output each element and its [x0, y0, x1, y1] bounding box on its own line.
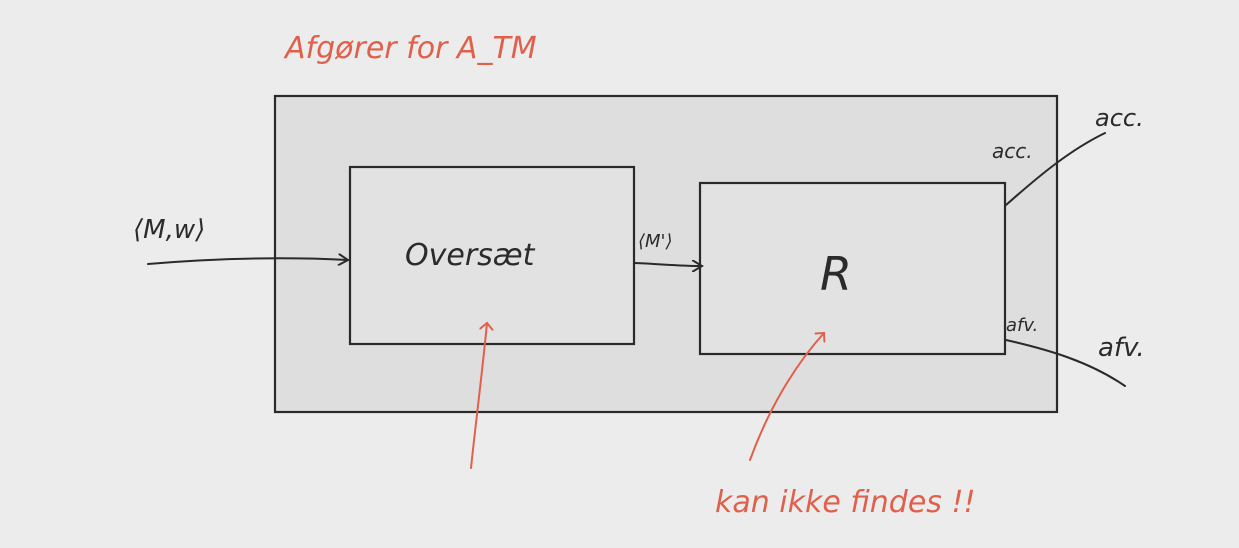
diagram-title: Afgører for A_TM	[283, 31, 537, 66]
red-arrow-r	[749, 333, 824, 461]
input-arrow	[147, 258, 348, 264]
r-box	[698, 181, 1007, 356]
red-arrow-oversat	[470, 323, 487, 469]
middle-label: ⟨M'⟩	[638, 231, 673, 252]
accept-inner-label: acc.	[992, 139, 1033, 163]
reject-outer-label: afv.	[1098, 333, 1145, 363]
reject-line	[1005, 339, 1126, 387]
middle-arrow	[633, 263, 702, 266]
r-label: R	[820, 247, 852, 301]
note-text: kan ikke findes !!	[715, 485, 976, 520]
oversat-label: Oversæt	[405, 238, 536, 273]
accept-outer-label: acc.	[1095, 104, 1144, 132]
reject-inner-label: afv.	[1006, 315, 1038, 336]
oversat-box	[348, 165, 636, 346]
input-label: ⟨M,w⟩	[133, 215, 205, 245]
accept-line	[1005, 132, 1106, 206]
